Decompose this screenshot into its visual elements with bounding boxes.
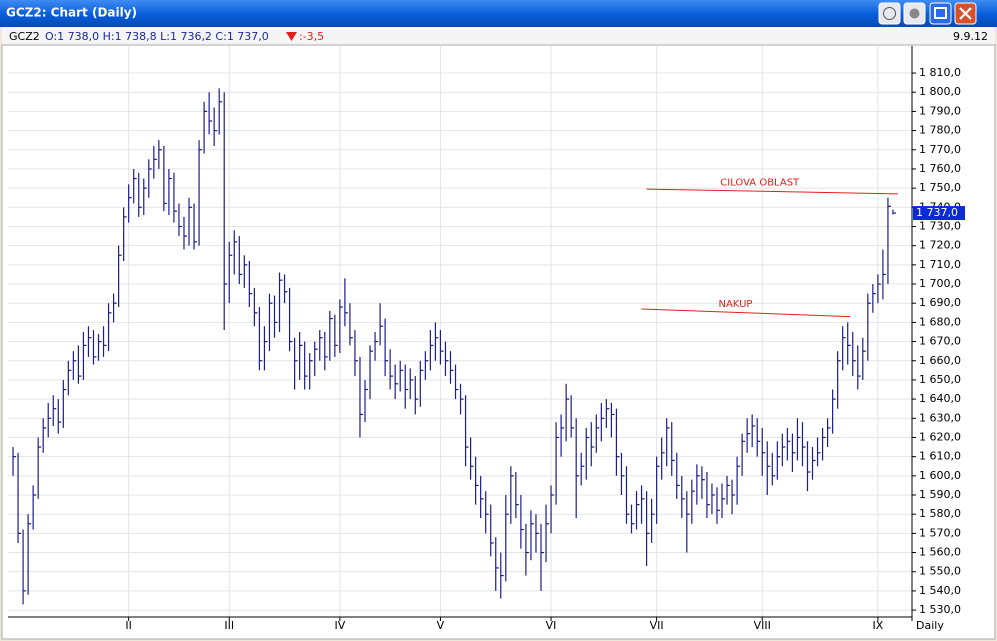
icon [959, 7, 972, 20]
x-tick-label: VII [650, 619, 664, 632]
annotation-label: NAKUP [718, 299, 752, 310]
y-tick-label: 1 620,0 [919, 430, 961, 443]
y-tick-label: 1 530,0 [919, 603, 961, 616]
y-tick-label: 1 580,0 [919, 507, 961, 520]
y-tick-label: 1 550,0 [919, 565, 961, 578]
last-price-label: 1 737,0 [916, 206, 958, 219]
y-tick-label: 1 800,0 [919, 85, 961, 98]
x-tick-label: III [224, 619, 234, 632]
info-bar [2, 27, 995, 45]
y-tick-label: 1 730,0 [919, 219, 961, 232]
y-tick-label: 1 640,0 [919, 392, 961, 405]
annotation-label: CILOVA OBLAST [720, 177, 800, 188]
y-tick-label: 1 770,0 [919, 143, 961, 156]
x-tick-label: IV [334, 619, 345, 632]
y-tick-label: 1 570,0 [919, 526, 961, 539]
change: :-3,5 [299, 30, 324, 43]
x-tick-label: V [437, 619, 445, 632]
x-tick-label: VI [546, 619, 557, 632]
y-tick-label: 1 680,0 [919, 315, 961, 328]
y-tick-label: 1 710,0 [919, 258, 961, 271]
y-tick-label: 1 720,0 [919, 239, 961, 252]
y-tick-label: 1 790,0 [919, 104, 961, 117]
y-tick-label: 1 540,0 [919, 584, 961, 597]
y-tick-label: 1 810,0 [919, 66, 961, 79]
window-title: GCZ2: Chart (Daily) [6, 6, 137, 20]
y-tick-label: 1 600,0 [919, 469, 961, 482]
last-price-box [913, 206, 965, 221]
y-tick-label: 1 760,0 [919, 162, 961, 175]
y-tick-label: 1 780,0 [919, 124, 961, 137]
ohlc-readout: O:1 738,0 H:1 738,8 L:1 736,2 C:1 737,0 [45, 30, 269, 43]
y-tick-label: 1 610,0 [919, 450, 961, 463]
restore-button[interactable] [878, 2, 901, 25]
y-tick-label: 1 630,0 [919, 411, 961, 424]
symbol: GCZ2 [9, 30, 40, 43]
annotation-line [641, 308, 851, 318]
icon [883, 7, 896, 20]
x-tick-label: II [125, 619, 132, 632]
y-tick-label: 1 590,0 [919, 488, 961, 501]
down-arrow [286, 32, 297, 41]
maximize-button[interactable] [929, 2, 952, 25]
x-tick-label: VIII [754, 619, 771, 632]
x-tick-label: IX [872, 619, 883, 632]
title-bar [0, 0, 997, 27]
icon [909, 8, 920, 19]
period-label: Daily [916, 619, 944, 632]
y-tick-label: 1 750,0 [919, 181, 961, 194]
y-tick-label: 1 660,0 [919, 354, 961, 367]
icon [934, 7, 947, 19]
y-tick-label: 1 700,0 [919, 277, 961, 290]
y-tick-label: 1 690,0 [919, 296, 961, 309]
date: 9.9.12 [953, 30, 988, 43]
y-tick-label: 1 670,0 [919, 335, 961, 348]
plot: 1 530,0 1 540,0 1 550,0 1 560,0 1 570,0 1 580… [8, 46, 965, 632]
y-tick-label: 1 560,0 [919, 546, 961, 559]
y-tick-label: 1 650,0 [919, 373, 961, 386]
annotation-line [646, 188, 899, 195]
